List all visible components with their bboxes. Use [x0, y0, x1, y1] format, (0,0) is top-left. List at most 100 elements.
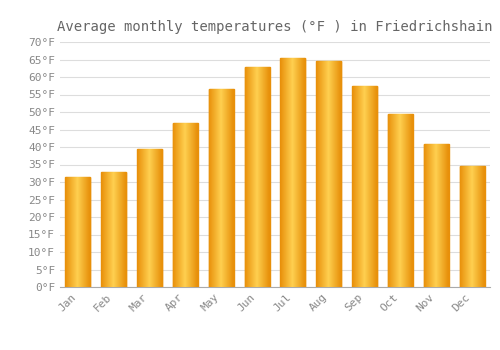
Bar [210, 89, 212, 287]
Bar [286, 58, 287, 287]
Bar [324, 61, 326, 287]
Bar [339, 61, 340, 287]
Bar [190, 122, 191, 287]
Bar [471, 166, 472, 287]
Bar [477, 166, 478, 287]
Bar [352, 86, 353, 287]
Bar [333, 61, 334, 287]
Bar [264, 66, 265, 287]
Bar [402, 114, 403, 287]
Bar [155, 149, 156, 287]
Bar [212, 89, 213, 287]
Bar [157, 149, 158, 287]
Bar [87, 177, 88, 287]
Bar [412, 114, 413, 287]
Bar [176, 122, 177, 287]
Bar [218, 89, 219, 287]
Bar [399, 114, 400, 287]
Bar [268, 66, 269, 287]
Bar [430, 144, 432, 287]
Bar [304, 58, 305, 287]
Bar [325, 61, 326, 287]
Bar [466, 166, 467, 287]
Bar [121, 172, 122, 287]
Bar [438, 144, 439, 287]
Bar [220, 89, 221, 287]
Bar [319, 61, 320, 287]
Bar [318, 61, 319, 287]
Bar [434, 144, 436, 287]
Bar [187, 122, 188, 287]
Bar [336, 61, 337, 287]
Bar [252, 66, 253, 287]
Bar [211, 89, 212, 287]
Bar [179, 122, 180, 287]
Bar [226, 89, 227, 287]
Title: Average monthly temperatures (°F ) in Friedrichshain: Average monthly temperatures (°F ) in Fr… [57, 20, 493, 34]
Bar [263, 66, 264, 287]
Bar [244, 66, 245, 287]
Bar [408, 114, 409, 287]
Bar [253, 66, 254, 287]
Bar [478, 166, 479, 287]
Bar [405, 114, 406, 287]
Bar [468, 166, 469, 287]
Bar [146, 149, 147, 287]
Bar [68, 177, 69, 287]
Bar [481, 166, 482, 287]
Bar [338, 61, 339, 287]
Bar [330, 61, 331, 287]
Bar [305, 58, 306, 287]
Bar [174, 122, 175, 287]
Bar [439, 144, 440, 287]
Bar [119, 172, 120, 287]
Bar [261, 66, 262, 287]
Bar [443, 144, 444, 287]
Bar [116, 172, 117, 287]
Bar [401, 114, 402, 287]
Bar [280, 58, 281, 287]
Bar [427, 144, 428, 287]
Bar [291, 58, 292, 287]
Bar [300, 58, 301, 287]
Bar [214, 89, 215, 287]
Bar [114, 172, 115, 287]
Bar [324, 61, 325, 287]
Bar [476, 166, 477, 287]
Bar [231, 89, 232, 287]
Bar [322, 61, 323, 287]
Bar [267, 66, 268, 287]
Bar [112, 172, 114, 287]
Bar [189, 122, 190, 287]
Bar [432, 144, 434, 287]
Bar [154, 149, 155, 287]
Bar [104, 172, 106, 287]
Bar [353, 86, 354, 287]
Bar [363, 86, 364, 287]
Bar [71, 177, 72, 287]
Bar [429, 144, 430, 287]
Bar [303, 58, 304, 287]
Bar [123, 172, 124, 287]
Bar [289, 58, 290, 287]
Bar [397, 114, 398, 287]
Bar [220, 89, 222, 287]
Bar [282, 58, 283, 287]
Bar [462, 166, 463, 287]
Bar [77, 177, 78, 287]
Bar [192, 122, 193, 287]
Bar [326, 61, 327, 287]
Bar [85, 177, 86, 287]
Bar [469, 166, 470, 287]
Bar [367, 86, 368, 287]
Bar [334, 61, 335, 287]
Bar [111, 172, 112, 287]
Bar [389, 114, 390, 287]
Bar [175, 122, 176, 287]
Bar [331, 61, 332, 287]
Bar [104, 172, 105, 287]
Bar [233, 89, 234, 287]
Bar [400, 114, 401, 287]
Bar [224, 89, 225, 287]
Bar [360, 86, 361, 287]
